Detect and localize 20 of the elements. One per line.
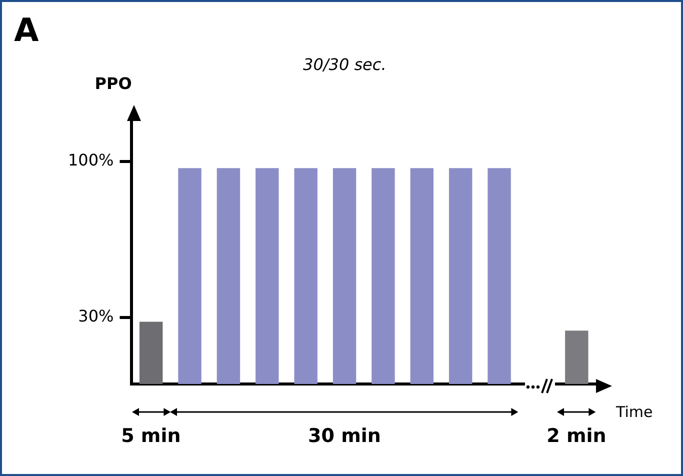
bar bbox=[410, 168, 434, 384]
text: 30/30 sec. bbox=[303, 54, 386, 74]
text: 30 min bbox=[308, 425, 381, 447]
bar bbox=[256, 168, 279, 384]
bar bbox=[139, 322, 163, 384]
bar bbox=[565, 330, 588, 384]
bar bbox=[216, 168, 240, 384]
x-axis-title: Time bbox=[616, 403, 653, 421]
bar bbox=[488, 168, 511, 384]
bar bbox=[178, 168, 202, 384]
bar bbox=[448, 168, 472, 384]
y-axis-title: PPO bbox=[94, 74, 132, 92]
y-tick-label: 100% bbox=[68, 150, 114, 170]
chart-title: A bbox=[14, 11, 39, 49]
text: 2 min bbox=[546, 425, 606, 447]
bar bbox=[332, 168, 356, 384]
bar bbox=[372, 168, 395, 384]
text: 5 min bbox=[121, 425, 181, 447]
y-tick-label: 30% bbox=[78, 306, 114, 326]
bar bbox=[294, 168, 318, 384]
